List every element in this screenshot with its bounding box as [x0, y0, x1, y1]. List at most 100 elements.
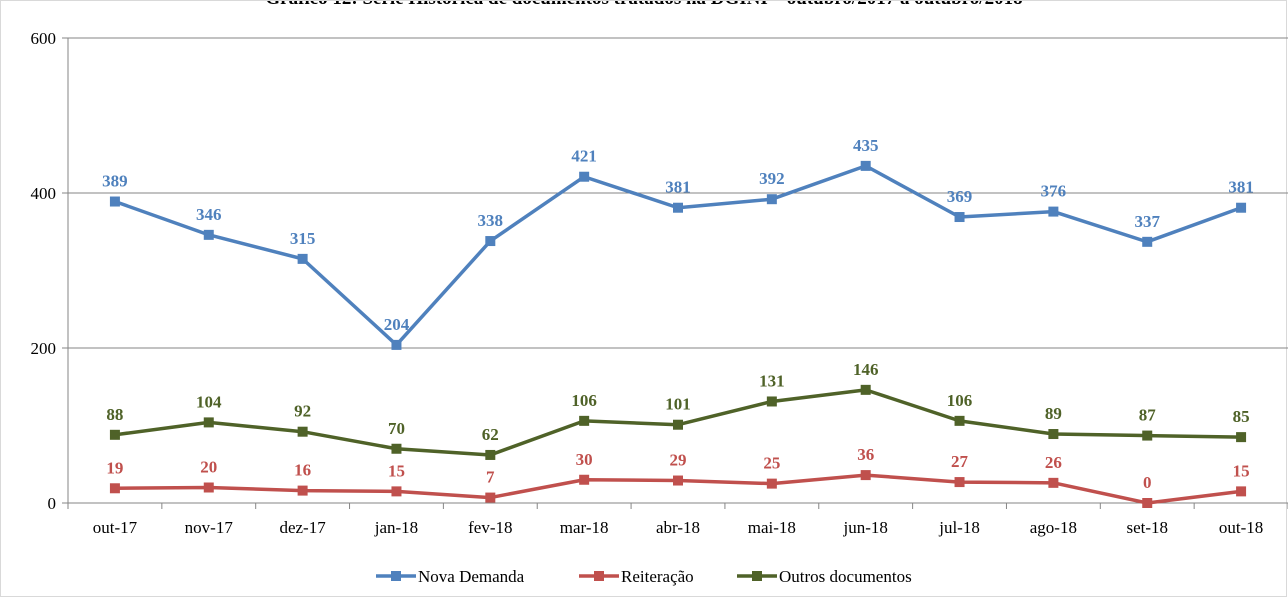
data-point: [1142, 498, 1153, 508]
data-point: [1048, 477, 1059, 488]
data-label: 369: [947, 187, 973, 206]
data-point: [1236, 486, 1247, 497]
x-tick-label: jan-18: [374, 518, 418, 537]
x-tick-label: ago-18: [1030, 518, 1077, 537]
data-point: [579, 474, 590, 485]
data-point: [954, 415, 965, 426]
data-point: [1236, 202, 1247, 213]
data-label: 25: [763, 454, 780, 473]
data-label: 15: [1233, 461, 1250, 480]
y-tick-label: 0: [48, 494, 57, 513]
data-label: 146: [853, 360, 879, 379]
chart-title: Gráfico 12: Série Histórica de documento…: [0, 0, 1288, 10]
data-point: [1142, 236, 1153, 247]
data-label: 106: [947, 391, 973, 410]
data-point: [579, 415, 590, 426]
data-point: [109, 196, 120, 207]
data-point: [485, 449, 496, 460]
y-tick-label: 600: [31, 29, 57, 48]
data-point: [673, 475, 683, 486]
data-point: [766, 396, 777, 407]
x-tick-label: out-17: [93, 518, 138, 537]
legend-label: Outros documentos: [779, 567, 912, 586]
data-point: [673, 419, 683, 430]
data-label: 389: [102, 172, 128, 191]
data-label: 435: [853, 136, 879, 155]
data-label: 19: [106, 458, 123, 477]
data-label: 62: [482, 425, 499, 444]
y-tick-label: 400: [31, 184, 57, 203]
data-label: 106: [571, 391, 597, 410]
data-label: 70: [388, 419, 405, 438]
legend-marker: [594, 571, 604, 581]
x-tick-label: out-18: [1219, 518, 1263, 537]
legend-label: Nova Demanda: [418, 567, 525, 586]
data-point: [203, 482, 214, 493]
data-label: 337: [1134, 212, 1160, 231]
data-label: 20: [200, 458, 217, 477]
data-point: [203, 229, 214, 240]
data-point: [954, 212, 965, 223]
data-point: [954, 477, 965, 488]
data-label: 85: [1233, 407, 1250, 426]
data-label: 376: [1041, 182, 1067, 201]
data-point: [203, 417, 214, 428]
data-label: 16: [294, 461, 311, 480]
data-point: [673, 202, 683, 213]
data-point: [297, 253, 308, 264]
data-label: 131: [759, 371, 785, 390]
data-point: [109, 429, 120, 440]
data-label: 89: [1045, 404, 1062, 423]
data-point: [391, 486, 402, 497]
data-point: [860, 160, 871, 171]
data-label: 27: [951, 452, 969, 471]
x-tick-label: nov-17: [185, 518, 234, 537]
data-label: 88: [106, 405, 123, 424]
x-tick-label: set-18: [1126, 518, 1168, 537]
data-point: [391, 443, 402, 454]
data-label: 7: [486, 468, 495, 487]
data-point: [1048, 429, 1059, 440]
data-point: [109, 483, 120, 494]
data-label: 92: [294, 402, 311, 421]
data-label: 36: [857, 445, 874, 464]
data-point: [860, 470, 871, 481]
legend-marker: [391, 571, 401, 581]
data-point: [391, 339, 402, 350]
legend-marker: [752, 571, 762, 581]
x-tick-label: dez-17: [279, 518, 326, 537]
data-point: [766, 478, 777, 489]
legend-label: Reiteração: [621, 567, 694, 586]
data-point: [766, 194, 777, 205]
x-tick-label: jun-18: [842, 518, 887, 537]
data-label: 381: [1228, 178, 1254, 197]
x-tick-label: mar-18: [560, 518, 609, 537]
data-label: 346: [196, 205, 222, 224]
data-label: 30: [576, 450, 593, 469]
data-label: 338: [478, 211, 504, 230]
data-label: 204: [384, 315, 410, 334]
data-label: 15: [388, 461, 405, 480]
data-point: [297, 485, 308, 496]
data-label: 0: [1143, 473, 1152, 492]
x-tick-label: fev-18: [468, 518, 512, 537]
data-label: 104: [196, 392, 222, 411]
data-point: [297, 426, 308, 437]
data-label: 29: [670, 451, 687, 470]
x-tick-label: abr-18: [656, 518, 700, 537]
data-label: 87: [1139, 406, 1157, 425]
data-point: [1142, 430, 1153, 441]
data-point: [860, 384, 871, 395]
data-point: [1236, 432, 1247, 443]
data-label: 26: [1045, 453, 1062, 472]
data-point: [1048, 206, 1059, 217]
data-label: 101: [665, 395, 691, 414]
data-point: [579, 171, 590, 182]
y-tick-label: 200: [31, 339, 57, 358]
x-tick-label: mai-18: [748, 518, 796, 537]
data-label: 381: [665, 178, 691, 197]
data-label: 315: [290, 229, 316, 248]
